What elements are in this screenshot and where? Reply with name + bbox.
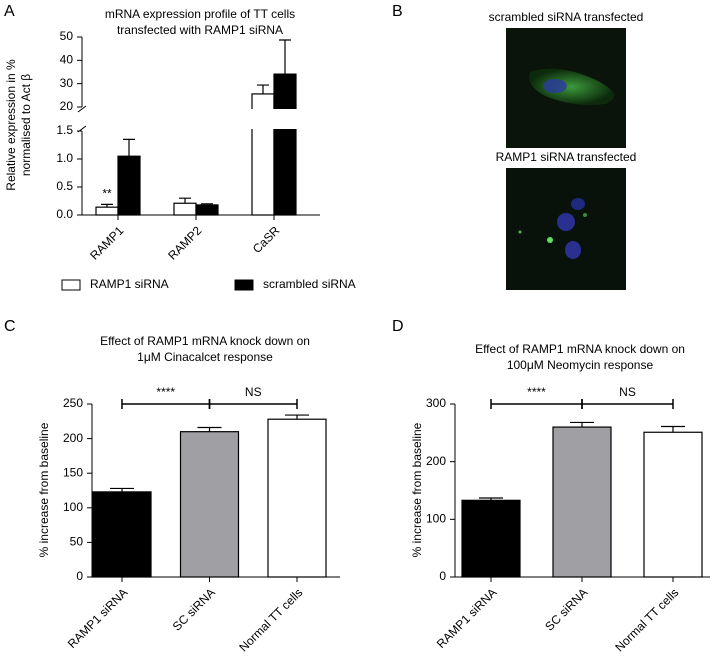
y-tick-label: 0	[76, 569, 83, 583]
bar	[552, 426, 612, 578]
y-tick-label: 20	[60, 99, 74, 113]
error-bar	[570, 421, 594, 428]
x-tick-label: RAMP1	[87, 223, 126, 262]
bar	[643, 431, 703, 578]
bar	[461, 499, 521, 578]
bar	[92, 491, 152, 578]
significance-label: NS	[245, 385, 262, 399]
y-tick-label: 0.0	[56, 207, 73, 221]
legend-swatch	[234, 279, 254, 291]
chart-title: 1μM Cinacalcet response	[137, 350, 273, 364]
nucleus	[571, 198, 585, 210]
significance-bracket	[490, 399, 583, 409]
y-tick-label: 100	[426, 512, 446, 526]
bar	[95, 206, 119, 216]
y-tick-label: 1.5	[56, 123, 73, 137]
y-axis-label: normalised to Act β	[19, 74, 33, 176]
error-bar	[279, 39, 291, 75]
y-tick-label: 200	[426, 454, 446, 468]
y-tick-label: 250	[63, 396, 83, 410]
significance-bracket	[208, 399, 298, 409]
error-bar	[257, 84, 269, 94]
y-tick-label: 100	[63, 500, 83, 514]
chart-title: Effect of RAMP1 mRNA knock down on	[475, 342, 685, 356]
chart-title: mRNA expression profile of TT cells	[105, 7, 295, 21]
chart-title: 100μM Neomycin response	[507, 358, 654, 372]
nucleus	[557, 213, 575, 231]
axis-break	[83, 109, 321, 129]
spot	[547, 237, 553, 243]
error-bar	[201, 203, 213, 205]
y-tick-label: 200	[63, 431, 83, 445]
bar	[195, 204, 219, 216]
significance-label: ****	[527, 385, 546, 399]
significance-label: ****	[156, 385, 175, 399]
y-tick-label: 300	[426, 396, 446, 410]
axis-break	[77, 105, 87, 113]
x-tick-label: Normal TT cells	[612, 585, 681, 654]
error-bar	[285, 414, 309, 420]
y-tick-label: 0	[439, 569, 446, 583]
significance-bracket	[581, 399, 674, 409]
y-tick-label: 0.5	[56, 179, 73, 193]
y-tick-label: 50	[70, 535, 84, 549]
legend-label: scrambled siRNA	[263, 277, 356, 291]
x-tick-label: SC siRNA	[542, 585, 590, 633]
legend-swatch	[61, 279, 81, 291]
spot	[518, 230, 522, 234]
error-bar	[110, 487, 134, 492]
nucleus	[543, 79, 567, 93]
y-tick-label: 150	[63, 465, 83, 479]
x-tick-label: RAMP2	[165, 223, 204, 262]
bar	[273, 73, 297, 216]
panel-label: B	[392, 3, 403, 20]
annotation: **	[102, 187, 112, 201]
panel-label: D	[392, 318, 404, 335]
y-axis-label: % increase from baseline	[410, 422, 424, 557]
image-caption: scrambled siRNA transfected	[489, 10, 644, 24]
y-axis-label: % increase from baseline	[37, 422, 51, 557]
bar	[267, 418, 327, 578]
panel-label: A	[4, 3, 15, 20]
bar	[173, 202, 197, 216]
bar	[117, 155, 141, 216]
error-bar	[179, 197, 191, 204]
axis-break	[77, 125, 87, 133]
y-tick-label: 40	[60, 53, 74, 67]
image-caption: RAMP1 siRNA transfected	[496, 150, 637, 164]
error-bar	[661, 425, 685, 433]
error-bar	[123, 138, 135, 157]
bar	[179, 431, 240, 578]
significance-bracket	[121, 399, 211, 409]
cell	[529, 68, 614, 105]
error-bar	[479, 497, 503, 501]
legend-label: RAMP1 siRNA	[90, 277, 169, 291]
y-axis-label: Relative expression in %	[4, 59, 18, 191]
x-tick-label: SC siRNA	[170, 585, 218, 633]
spot	[583, 213, 587, 217]
panel-label: C	[4, 318, 16, 335]
y-tick-label: 30	[60, 76, 74, 90]
x-tick-label: RAMP1 siRNA	[434, 585, 500, 651]
x-tick-label: RAMP1 siRNA	[65, 585, 131, 651]
error-bar	[197, 426, 222, 432]
x-tick-label: Normal TT cells	[236, 585, 305, 654]
error-bar	[101, 203, 113, 208]
significance-label: NS	[619, 385, 636, 399]
y-tick-label: 50	[60, 29, 74, 43]
x-tick-label: CaSR	[250, 223, 283, 256]
chart-title: Effect of RAMP1 mRNA knock down on	[100, 334, 310, 348]
y-tick-label: 1.0	[56, 151, 73, 165]
nucleus	[565, 241, 581, 259]
chart-title: transfected with RAMP1 siRNA	[117, 23, 283, 37]
